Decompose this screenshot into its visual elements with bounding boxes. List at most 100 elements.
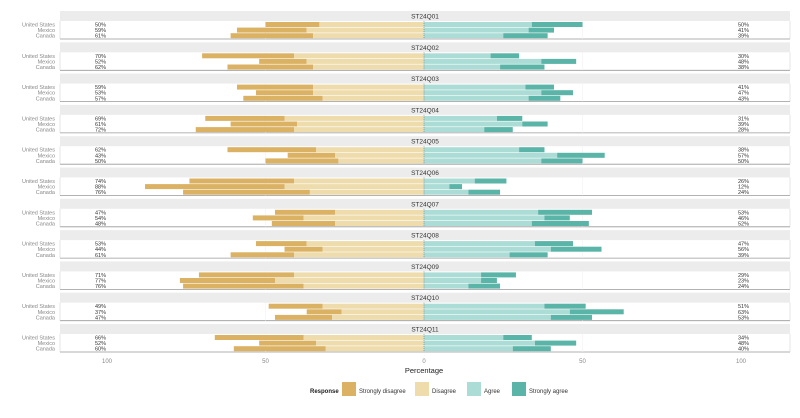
left-percent-label: 62% — [95, 148, 106, 154]
right-percent-label: 48% — [738, 59, 749, 65]
bar-disagree — [341, 309, 424, 315]
bar-strongly-disagree — [227, 64, 314, 70]
country-label: Canada — [36, 34, 56, 40]
panel-strip — [60, 11, 790, 21]
bar-strongly-disagree — [205, 115, 285, 121]
country-label: Mexico — [38, 59, 55, 65]
country-label: Mexico — [38, 185, 55, 191]
bar-agree — [424, 84, 526, 90]
bar-agree — [424, 127, 485, 133]
right-percent-label: 41% — [738, 28, 749, 34]
country-label: Canada — [36, 284, 56, 290]
right-percent-label: 57% — [738, 153, 749, 159]
right-percent-label: 46% — [738, 216, 749, 222]
bar-agree — [424, 95, 529, 101]
country-label: Mexico — [38, 122, 55, 128]
x-tick-label: 50 — [579, 359, 586, 365]
bar-agree — [424, 33, 504, 39]
bar-disagree — [313, 84, 424, 90]
left-percent-label: 47% — [95, 210, 106, 216]
bar-strongly-agree — [496, 115, 523, 121]
bar-agree — [424, 314, 551, 320]
country-label: United States — [22, 23, 55, 29]
panel-title: ST24Q03 — [411, 76, 439, 83]
bar-strongly-agree — [468, 283, 501, 289]
bar-strongly-disagree — [243, 95, 323, 101]
country-label: Canada — [36, 65, 56, 71]
bar-disagree — [325, 346, 424, 352]
panel-title: ST24Q01 — [411, 14, 439, 21]
left-percent-label: 52% — [95, 341, 106, 347]
panel-title: ST24Q08 — [411, 233, 439, 240]
right-percent-label: 39% — [738, 122, 749, 128]
bar-disagree — [338, 158, 424, 164]
right-percent-label: 52% — [738, 222, 749, 228]
bar-strongly-agree — [481, 272, 516, 278]
bar-agree — [424, 64, 501, 70]
legend-swatch — [512, 382, 526, 396]
bar-strongly-agree — [541, 58, 577, 64]
country-label: United States — [22, 336, 55, 342]
country-label: Canada — [36, 315, 56, 321]
bar-strongly-disagree — [306, 309, 342, 315]
bar-strongly-agree — [541, 158, 583, 164]
bar-strongly-agree — [522, 121, 548, 127]
panel-strip — [60, 42, 790, 53]
bar-disagree — [313, 64, 424, 70]
bar-strongly-disagree — [183, 189, 310, 195]
bar-agree — [424, 147, 520, 153]
bar-disagree — [275, 278, 424, 283]
right-percent-label: 53% — [738, 210, 749, 216]
left-percent-label: 70% — [95, 54, 106, 60]
right-percent-label: 40% — [738, 347, 749, 353]
bar-strongly-disagree — [265, 22, 320, 27]
right-percent-label: 47% — [738, 91, 749, 97]
bar-agree — [424, 178, 475, 184]
bar-disagree — [319, 22, 424, 27]
right-percent-label: 48% — [738, 341, 749, 347]
country-label: Mexico — [38, 279, 55, 285]
left-percent-label: 88% — [95, 185, 106, 191]
left-percent-label: 77% — [95, 279, 106, 285]
bar-strongly-disagree — [284, 246, 323, 252]
bar-disagree — [313, 33, 424, 39]
bar-disagree — [335, 209, 424, 215]
panel-strip — [60, 261, 790, 272]
bar-agree — [424, 283, 469, 289]
x-tick-label: 100 — [736, 359, 747, 365]
bar-strongly-disagree — [271, 221, 336, 226]
x-tick-label: 100 — [102, 359, 113, 365]
bar-disagree — [306, 241, 424, 247]
bar-strongly-disagree — [252, 215, 304, 221]
bar-disagree — [322, 303, 424, 309]
bar-strongly-disagree — [233, 346, 326, 352]
bar-strongly-disagree — [183, 283, 304, 289]
right-percent-label: 31% — [738, 116, 749, 122]
left-percent-label: 44% — [95, 247, 106, 253]
bar-strongly-disagree — [265, 158, 339, 164]
bar-disagree — [284, 184, 424, 190]
bar-strongly-agree — [484, 127, 513, 133]
legend-label: Strongly agree — [529, 389, 569, 395]
right-percent-label: 26% — [738, 179, 749, 185]
bar-agree — [424, 241, 535, 247]
panel-strip — [60, 292, 790, 303]
panel-title: ST24Q04 — [411, 107, 439, 114]
panel-title: ST24Q05 — [411, 139, 439, 146]
bar-strongly-disagree — [255, 241, 307, 247]
panel-title: ST24Q02 — [411, 45, 439, 52]
bar-agree — [424, 152, 558, 158]
bar-strongly-agree — [519, 147, 545, 153]
right-percent-label: 53% — [738, 315, 749, 321]
country-label: Mexico — [38, 91, 55, 97]
bar-strongly-agree — [474, 178, 507, 184]
panel-strip — [60, 167, 790, 178]
bar-strongly-disagree — [275, 314, 333, 320]
bar-disagree — [322, 246, 424, 252]
bar-agree — [424, 209, 539, 215]
bar-strongly-agree — [534, 340, 577, 346]
right-percent-label: 34% — [738, 336, 749, 342]
legend-label: Disagree — [432, 389, 457, 395]
left-percent-label: 59% — [95, 28, 106, 34]
legend-label: Strongly disagree — [359, 389, 406, 395]
